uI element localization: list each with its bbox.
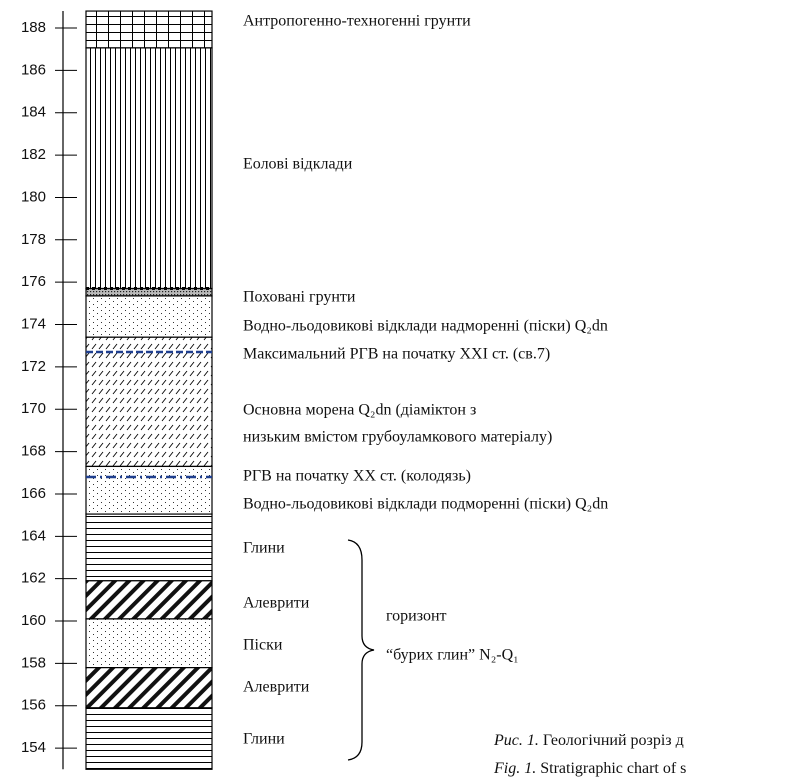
tick-label: 172 [21,358,46,375]
tick-label: 156 [21,697,46,714]
tick-label: 186 [21,61,46,78]
tick-label: 170 [21,400,46,417]
tick-label: 174 [21,315,46,332]
elevation-axis: 154 156 158 160 162 164 166 168 170 172 174 176 178 1… [21,11,77,770]
layer-label: низьким вмістом грубоуламкового матеріал… [243,429,552,446]
layer [85,513,213,582]
layer [85,295,213,338]
column [85,10,213,770]
layer [85,667,213,709]
caption-prefix: Рис. 1. [493,732,539,749]
tick-label: 158 [21,654,46,671]
caption: Рис. 1. Геологічний розріз д [493,732,684,749]
layer-label: Алеврити [243,679,310,696]
tick-label: 180 [21,188,46,205]
layer-label: Глини [243,731,285,748]
layer [85,336,213,468]
tick-label: 184 [21,104,46,121]
layer-label: Водно-льодовикові відклади подморенні (п… [243,496,608,513]
group-label: горизонт [386,608,447,625]
layer [85,707,213,770]
water-level-label: Максимальний РГВ на початку XXI ст. (св.… [243,346,550,363]
layer-label: Піски [243,637,283,654]
layer-label: Антропогенно-техногенні грунти [243,13,471,30]
layer-label: Алеврити [243,595,310,612]
water-level-label: РГВ на початку XX ст. (колодязь) [243,468,471,485]
tick-label: 162 [21,570,46,587]
tick-label: 178 [21,231,46,248]
caption: Fig. 1. Stratigraphic chart of s [493,760,686,777]
labels: Антропогенно-техногенні грунти Еолові від… [243,13,608,748]
caption-text: Stratigraphic chart of s [536,760,686,777]
tick-label: 154 [21,739,46,756]
tick-label: 166 [21,485,46,502]
layer-label: Поховані грунти [243,289,356,306]
tick-label: 164 [21,527,46,544]
tick-label: 160 [21,612,46,629]
layer [85,47,213,290]
layer-label: Водно-льодовикові відклади надморенні (п… [243,318,608,335]
tick-label: 188 [21,19,46,36]
tick-label: 182 [21,146,46,163]
layer-label: Основна морена Q₂dn (діаміктон з [243,402,476,419]
layer-label: Глини [243,540,285,557]
layer [85,465,213,515]
group-label: “бурих глин” N₂-Q₁ [386,647,519,664]
brace [347,539,375,761]
layer [85,10,213,49]
tick-label: 168 [21,443,46,460]
layer [85,580,213,620]
tick-label: 176 [21,273,46,290]
caption-text: Геологічний розріз д [539,732,684,749]
layer [85,618,213,669]
caption-prefix: Fig. 1. [493,760,536,777]
layer-label: Еолові відклади [243,156,353,173]
